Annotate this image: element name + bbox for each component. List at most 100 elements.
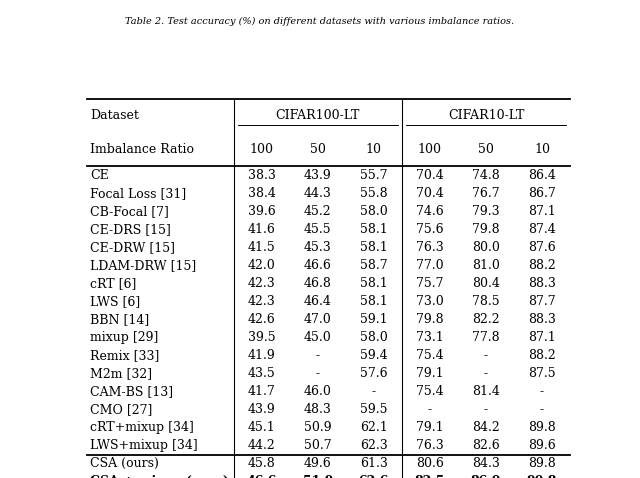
Text: 73.0: 73.0 <box>416 295 444 308</box>
Text: CE-DRW [15]: CE-DRW [15] <box>90 241 175 254</box>
Text: 84.2: 84.2 <box>472 421 500 435</box>
Text: 44.2: 44.2 <box>248 439 276 452</box>
Text: -: - <box>540 403 544 416</box>
Text: 42.3: 42.3 <box>248 277 276 290</box>
Text: 46.6: 46.6 <box>246 476 277 478</box>
Text: 41.9: 41.9 <box>248 349 276 362</box>
Text: CAM-BS [13]: CAM-BS [13] <box>90 385 173 398</box>
Text: 38.3: 38.3 <box>248 169 276 182</box>
Text: 62.6: 62.6 <box>358 476 389 478</box>
Text: 41.5: 41.5 <box>248 241 276 254</box>
Text: 86.4: 86.4 <box>528 169 556 182</box>
Text: 43.9: 43.9 <box>248 403 276 416</box>
Text: 75.7: 75.7 <box>416 277 444 290</box>
Text: 82.6: 82.6 <box>472 439 500 452</box>
Text: 78.5: 78.5 <box>472 295 500 308</box>
Text: 55.7: 55.7 <box>360 169 388 182</box>
Text: 88.2: 88.2 <box>528 349 556 362</box>
Text: 87.1: 87.1 <box>528 205 556 218</box>
Text: 58.1: 58.1 <box>360 277 388 290</box>
Text: Dataset: Dataset <box>90 109 140 122</box>
Text: 42.6: 42.6 <box>248 313 276 326</box>
Text: 45.5: 45.5 <box>304 223 332 236</box>
Text: 100: 100 <box>250 143 274 156</box>
Text: -: - <box>484 403 488 416</box>
Text: 51.9: 51.9 <box>303 476 333 478</box>
Text: 86.0: 86.0 <box>471 476 501 478</box>
Text: 79.8: 79.8 <box>472 223 500 236</box>
Text: 50: 50 <box>478 143 494 156</box>
Text: BBN [14]: BBN [14] <box>90 313 150 326</box>
Text: 82.2: 82.2 <box>472 313 500 326</box>
Text: 79.1: 79.1 <box>416 367 444 380</box>
Text: 75.6: 75.6 <box>416 223 444 236</box>
Text: 76.3: 76.3 <box>416 241 444 254</box>
Text: 45.8: 45.8 <box>248 457 276 470</box>
Text: 55.8: 55.8 <box>360 187 388 200</box>
Text: M2m [32]: M2m [32] <box>90 367 152 380</box>
Text: 87.6: 87.6 <box>528 241 556 254</box>
Text: LWS [6]: LWS [6] <box>90 295 141 308</box>
Text: 49.6: 49.6 <box>304 457 332 470</box>
Text: 76.7: 76.7 <box>472 187 500 200</box>
Text: 46.8: 46.8 <box>304 277 332 290</box>
Text: 50.9: 50.9 <box>304 421 332 435</box>
Text: 42.3: 42.3 <box>248 295 276 308</box>
Text: mixup [29]: mixup [29] <box>90 331 159 344</box>
Text: -: - <box>372 385 376 398</box>
Text: 81.4: 81.4 <box>472 385 500 398</box>
Text: 62.3: 62.3 <box>360 439 388 452</box>
Text: CIFAR10-LT: CIFAR10-LT <box>448 109 524 122</box>
Text: 43.9: 43.9 <box>304 169 332 182</box>
Text: CB-Focal [7]: CB-Focal [7] <box>90 205 170 218</box>
Text: 41.7: 41.7 <box>248 385 276 398</box>
Text: 61.3: 61.3 <box>360 457 388 470</box>
Text: CSA (ours): CSA (ours) <box>90 457 159 470</box>
Text: 50: 50 <box>310 143 326 156</box>
Text: 79.8: 79.8 <box>416 313 444 326</box>
Text: 76.3: 76.3 <box>416 439 444 452</box>
Text: 82.5: 82.5 <box>415 476 445 478</box>
Text: 81.0: 81.0 <box>472 259 500 272</box>
Text: 89.6: 89.6 <box>528 439 556 452</box>
Text: 58.0: 58.0 <box>360 331 388 344</box>
Text: 74.6: 74.6 <box>416 205 444 218</box>
Text: 90.8: 90.8 <box>527 476 557 478</box>
Text: 39.6: 39.6 <box>248 205 276 218</box>
Text: 74.8: 74.8 <box>472 169 500 182</box>
Text: 10: 10 <box>366 143 382 156</box>
Text: 89.8: 89.8 <box>528 421 556 435</box>
Text: 38.4: 38.4 <box>248 187 276 200</box>
Text: 58.1: 58.1 <box>360 223 388 236</box>
Text: 87.4: 87.4 <box>528 223 556 236</box>
Text: 59.4: 59.4 <box>360 349 388 362</box>
Text: Table 2. Test accuracy (%) on different datasets with various imbalance ratios.: Table 2. Test accuracy (%) on different … <box>125 17 515 26</box>
Text: 84.3: 84.3 <box>472 457 500 470</box>
Text: -: - <box>428 403 432 416</box>
Text: 45.1: 45.1 <box>248 421 276 435</box>
Text: CIFAR100-LT: CIFAR100-LT <box>276 109 360 122</box>
Text: 70.4: 70.4 <box>416 169 444 182</box>
Text: -: - <box>484 349 488 362</box>
Text: 79.1: 79.1 <box>416 421 444 435</box>
Text: CMO [27]: CMO [27] <box>90 403 153 416</box>
Text: 50.7: 50.7 <box>304 439 332 452</box>
Text: -: - <box>316 367 320 380</box>
Text: 39.5: 39.5 <box>248 331 276 344</box>
Text: 88.3: 88.3 <box>528 313 556 326</box>
Text: CSA + mixup (ours): CSA + mixup (ours) <box>90 476 229 478</box>
Text: 58.7: 58.7 <box>360 259 388 272</box>
Text: Imbalance Ratio: Imbalance Ratio <box>90 143 195 156</box>
Text: 47.0: 47.0 <box>304 313 332 326</box>
Text: 73.1: 73.1 <box>416 331 444 344</box>
Text: 46.0: 46.0 <box>304 385 332 398</box>
Text: LWS+mixup [34]: LWS+mixup [34] <box>90 439 198 452</box>
Text: Focal Loss [31]: Focal Loss [31] <box>90 187 187 200</box>
Text: 48.3: 48.3 <box>304 403 332 416</box>
Text: 80.4: 80.4 <box>472 277 500 290</box>
Text: CE: CE <box>90 169 109 182</box>
Text: -: - <box>540 385 544 398</box>
Text: 58.1: 58.1 <box>360 241 388 254</box>
Text: cRT [6]: cRT [6] <box>90 277 137 290</box>
Text: 59.1: 59.1 <box>360 313 388 326</box>
